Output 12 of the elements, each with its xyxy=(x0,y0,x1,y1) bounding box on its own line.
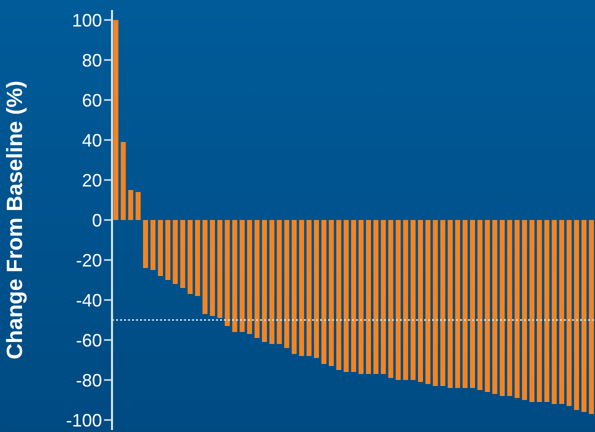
y-tick-label: -80 xyxy=(76,370,102,390)
y-tick-label: 40 xyxy=(82,130,102,150)
y-tick-label: 20 xyxy=(82,170,102,190)
y-tick-label: -40 xyxy=(76,290,102,310)
y-tick-label: 80 xyxy=(82,50,102,70)
y-tick-label: 100 xyxy=(72,10,102,30)
y-tick-label: -60 xyxy=(76,330,102,350)
y-tick-label: -100 xyxy=(66,410,102,430)
y-tick-label: -20 xyxy=(76,250,102,270)
y-tick-label: 60 xyxy=(82,90,102,110)
y-tick-label: 0 xyxy=(92,210,102,230)
y-axis-title: Change From Baseline (%) xyxy=(2,80,27,360)
